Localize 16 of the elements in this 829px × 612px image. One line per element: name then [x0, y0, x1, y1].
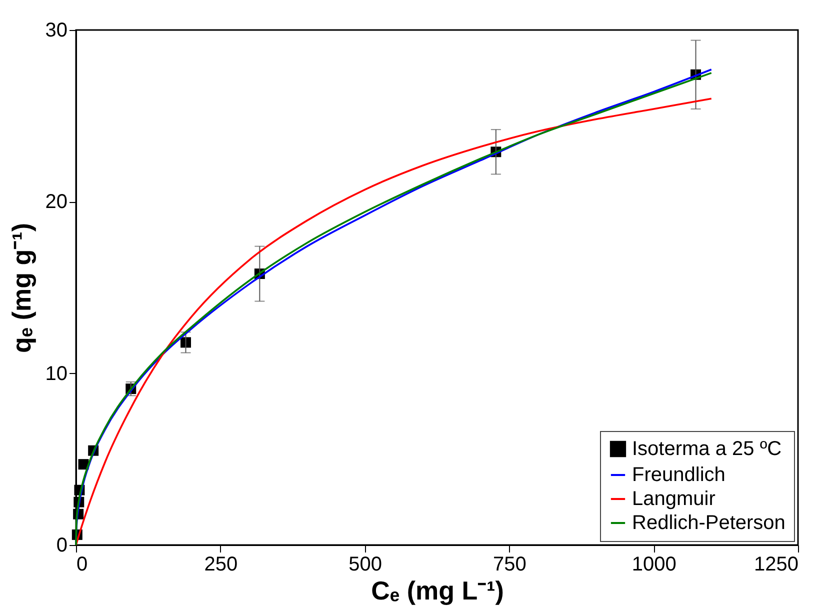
x-tick-label: 0: [76, 554, 88, 576]
y-tick-label: 10: [45, 362, 68, 385]
legend-label: Redlich-Peterson: [632, 512, 786, 534]
x-tick-label: 500: [348, 554, 382, 576]
legend-label: Isoterma a 25 ºC: [632, 438, 782, 460]
y-tick-label: 0: [56, 534, 68, 556]
y-axis-title: qₑ (mg g⁻¹): [6, 223, 36, 353]
y-tick-label: 20: [45, 191, 68, 214]
x-tick-label: 250: [204, 554, 238, 576]
legend-label: Freundlich: [632, 464, 726, 486]
y-tick-label: 30: [45, 20, 68, 42]
x-axis-title: Cₑ (mg L⁻¹): [371, 576, 504, 606]
x-tick-label: 750: [493, 554, 526, 576]
x-tick-label: 1000: [632, 554, 676, 576]
legend-label: Langmuir: [632, 488, 716, 510]
x-tick-label: 1250: [754, 554, 798, 576]
